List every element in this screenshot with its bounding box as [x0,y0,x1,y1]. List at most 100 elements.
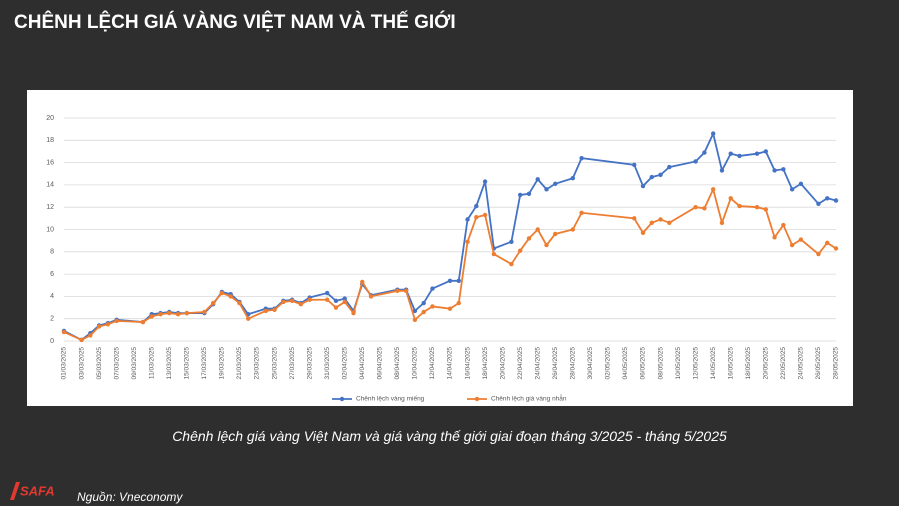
series-marker [719,168,725,173]
series-marker [237,300,242,306]
x-tick-label: 26/05/2025 [815,347,822,380]
logo-text: SAFA [20,483,55,498]
series-marker [351,310,356,316]
page-title: CHÊNH LỆCH GIÁ VÀNG VIỆT NAM VÀ THẾ GIỚI [14,12,456,33]
series-marker [474,203,479,209]
series-marker [517,192,523,198]
series-marker [544,187,549,192]
series-marker [763,207,769,212]
x-tick-label: 14/05/2025 [710,347,717,380]
series-marker [263,308,268,314]
x-tick-label: 01/03/2025 [61,347,68,380]
series-marker [772,235,777,240]
series-marker [737,203,742,209]
series-marker [298,302,304,307]
series-marker [553,231,558,237]
series-marker [719,220,725,226]
series-marker [535,177,540,182]
x-tick-label: 08/04/2025 [394,347,401,380]
series-marker [158,312,163,317]
series-marker [289,298,295,304]
x-tick-label: 06/04/2025 [377,347,384,380]
series-marker [395,288,400,294]
y-tick-label: 14 [46,182,54,189]
x-tick-label: 02/04/2025 [341,347,348,380]
series-marker [702,206,707,211]
x-tick-label: 27/03/2025 [289,347,296,380]
x-tick-label: 13/03/2025 [166,347,173,380]
series-marker [491,251,497,257]
series-marker [640,183,646,189]
x-tick-label: 02/05/2025 [605,347,612,380]
series-marker [465,239,470,244]
x-tick-label: 24/04/2025 [534,347,541,380]
series-marker [710,187,716,192]
series-marker [825,196,830,201]
series-marker [281,299,286,305]
series-marker [833,246,839,251]
series-marker [228,294,233,299]
series-marker [412,317,418,323]
series-marker [342,299,347,305]
series-marker [632,216,637,221]
series-marker [702,150,707,155]
x-tick-label: 03/03/2025 [78,347,85,380]
series-marker [763,149,769,154]
series-marker [210,300,216,306]
series-marker [526,236,532,241]
series-marker [825,240,830,246]
series-marker [658,217,663,222]
x-tick-label: 16/05/2025 [727,347,734,380]
series-marker [728,151,733,156]
series-marker [728,196,733,201]
series-marker [772,168,777,173]
series-marker [640,230,646,236]
series-marker [526,191,532,197]
series-marker [421,309,426,315]
x-tick-label: 05/03/2025 [96,347,103,380]
series-marker [509,239,514,244]
series-marker [781,167,786,172]
series-marker [667,220,672,226]
x-tick-label: 18/04/2025 [482,347,489,380]
series-marker [333,305,339,310]
series-marker [570,176,576,181]
x-tick-label: 10/04/2025 [412,347,419,380]
x-tick-label: 29/03/2025 [306,347,313,380]
x-tick-label: 09/03/2025 [131,347,138,380]
y-tick-label: 4 [50,293,54,300]
series-marker [324,290,330,296]
x-tick-label: 08/05/2025 [657,347,664,380]
source: Nguồn: Vneconomy [77,490,183,504]
x-tick-label: 17/03/2025 [201,347,208,380]
series-marker [535,227,540,232]
x-tick-label: 12/05/2025 [692,347,699,380]
x-tick-label: 04/04/2025 [359,347,366,380]
series-marker [456,278,461,283]
x-tick-label: 30/04/2025 [587,347,594,380]
y-tick-label: 12 [46,204,54,211]
series-marker [482,179,488,184]
y-tick-label: 18 [46,137,54,144]
y-tick-label: 6 [50,271,54,278]
series-marker [202,309,207,315]
series-marker [403,288,409,294]
y-tick-label: 8 [50,249,54,256]
y-tick-label: 10 [46,226,54,233]
series-marker [465,217,470,222]
series-marker [272,307,277,312]
series-marker [798,181,804,186]
x-tick-label: 31/03/2025 [324,347,331,380]
logo-mark [10,482,20,500]
series-marker [737,153,742,159]
series-marker [430,286,435,291]
series-marker [246,316,251,321]
x-tick-label: 25/03/2025 [271,347,278,380]
legend-marker [474,396,480,402]
series-marker [61,329,67,335]
series-marker [798,237,804,242]
x-tick-label: 18/05/2025 [745,347,752,380]
series-marker [167,310,172,316]
legend-label: Chênh lệch giá vàng nhẫn [491,394,567,403]
x-tick-label: 20/05/2025 [763,347,770,380]
